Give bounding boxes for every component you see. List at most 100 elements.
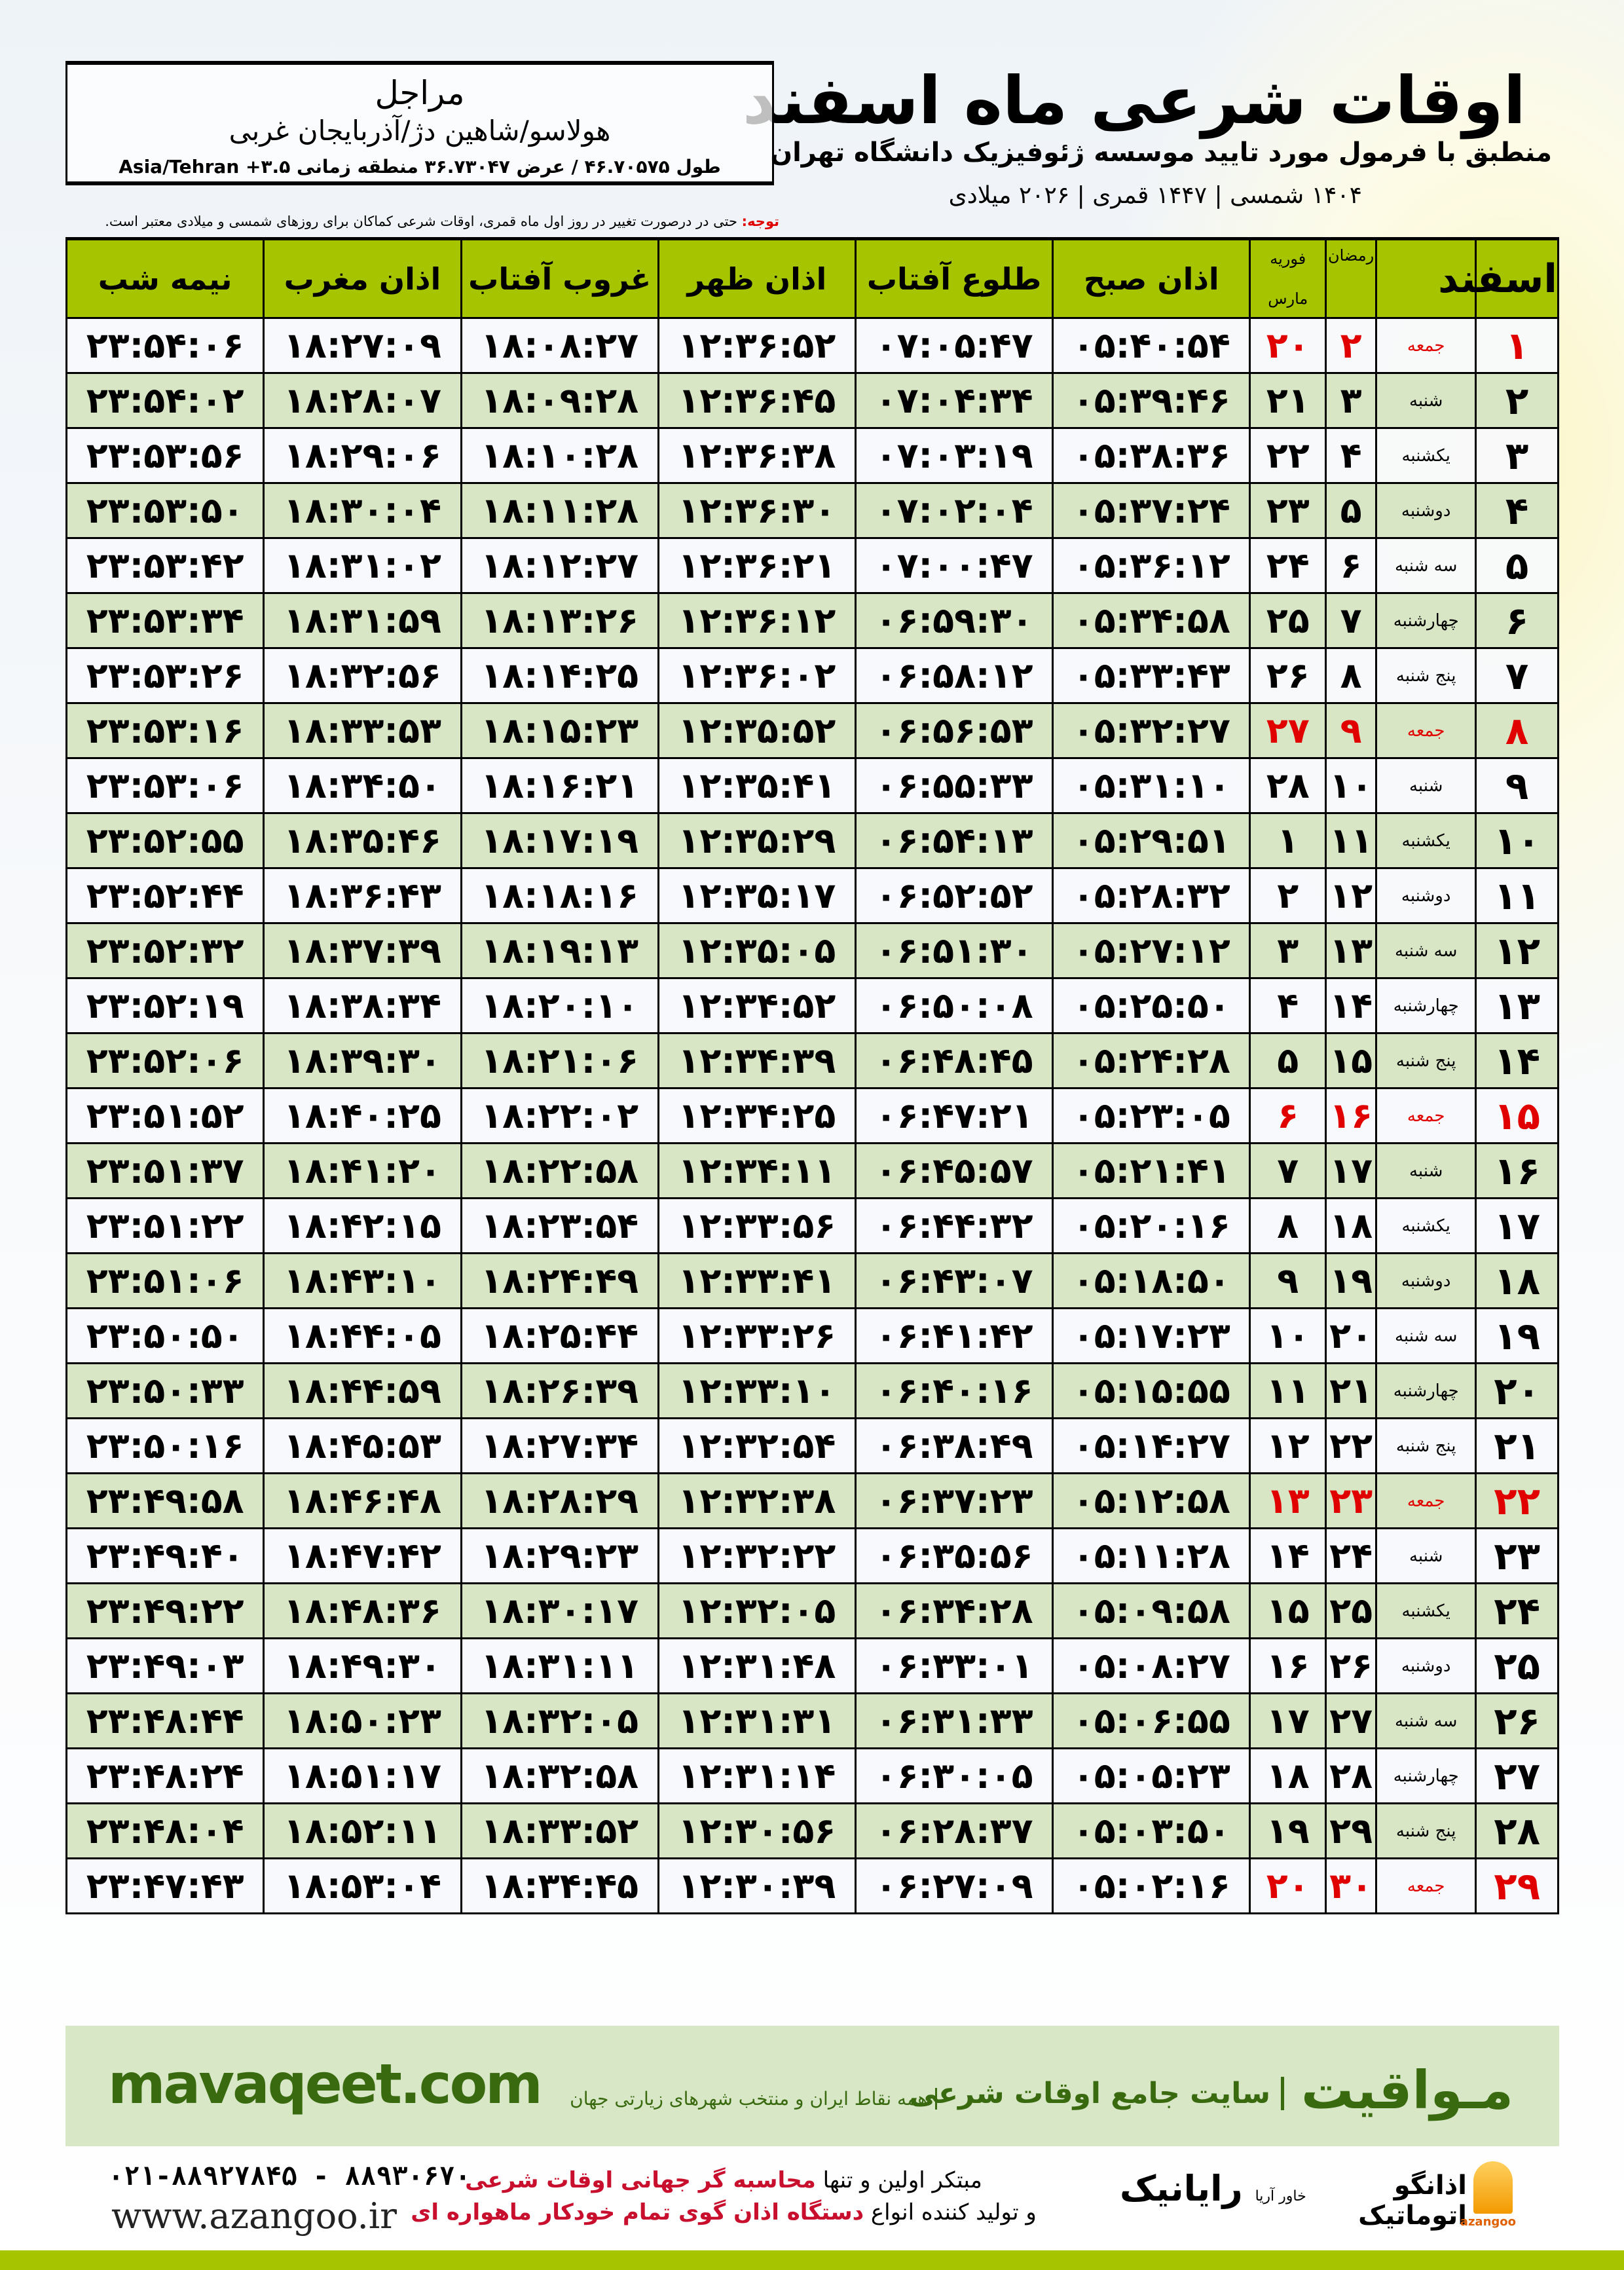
- day-number: ۲۷: [1475, 1747, 1559, 1804]
- sunrise-time: ۰۶:۵۶:۵۳: [854, 702, 1054, 759]
- day-number: ۷: [1475, 647, 1559, 704]
- ramadan-day: ۱۶: [1325, 1087, 1378, 1144]
- gregorian-day: ۱۵: [1249, 1582, 1327, 1639]
- midnight-time: ۲۳:۵۲:۰۶: [65, 1032, 265, 1089]
- header-feb: فوریه: [1270, 250, 1306, 269]
- mavaqeet-url[interactable]: mavaqeet.com: [108, 2052, 543, 2116]
- weekday: یکشنبه: [1375, 1197, 1477, 1254]
- gregorian-day: ۲: [1249, 867, 1327, 924]
- day-number: ۱۴: [1475, 1032, 1559, 1089]
- sunset-time: ۱۸:۱۸:۱۶: [460, 867, 659, 924]
- ramadan-day: ۱۵: [1325, 1032, 1378, 1089]
- mavaqeet-banner: مـواقیت سایت جامع اوقات شرعی همه نقاط ای…: [65, 2026, 1559, 2146]
- ramadan-day: ۳۰: [1325, 1857, 1378, 1914]
- dhuhr-time: ۱۲:۳۲:۵۴: [657, 1417, 857, 1474]
- sunset-time: ۱۸:۲۷:۳۴: [460, 1417, 659, 1474]
- table-header-row: اسفند رمضان فوریه مارس اذان صبح طلوع آفتا…: [65, 237, 1559, 319]
- table-row: ۲۳ شنبه ۲۴ ۱۴ ۰۵:۱۱:۲۸ ۰۶:۳۵:۵۶ ۱۲:۳۲:۲۲ ۱۸:۲۹:…: [65, 1527, 1559, 1584]
- sunrise-time: ۰۷:۰۲:۰۴: [854, 482, 1054, 539]
- maghrib-time: ۱۸:۴۵:۵۳: [263, 1417, 462, 1474]
- sunrise-time: ۰۶:۵۸:۱۲: [854, 647, 1054, 704]
- fajr-time: ۰۵:۱۴:۲۷: [1052, 1417, 1251, 1474]
- ramadan-day: ۱۳: [1325, 922, 1378, 979]
- maghrib-time: ۱۸:۳۷:۳۹: [263, 922, 462, 979]
- maghrib-time: ۱۸:۳۹:۳۰: [263, 1032, 462, 1089]
- midnight-time: ۲۳:۵۴:۰۶: [65, 317, 265, 374]
- day-number: ۲۹: [1475, 1857, 1559, 1914]
- day-number: ۸: [1475, 702, 1559, 759]
- sunrise-time: ۰۶:۵۹:۳۰: [854, 592, 1054, 649]
- mavaqeet-logo: مـواقیت: [1301, 2060, 1513, 2121]
- day-number: ۲۵: [1475, 1637, 1559, 1694]
- weekday: شنبه: [1375, 372, 1477, 429]
- day-number: ۲۸: [1475, 1802, 1559, 1859]
- weekday: جمعه: [1375, 317, 1477, 374]
- gregorian-day: ۱۶: [1249, 1637, 1327, 1694]
- weekday: جمعه: [1375, 1857, 1477, 1914]
- fajr-time: ۰۵:۳۶:۱۲: [1052, 537, 1251, 594]
- midnight-time: ۲۳:۵۱:۲۲: [65, 1197, 265, 1254]
- ramadan-day: ۱۰: [1325, 757, 1378, 814]
- gregorian-day: ۲۷: [1249, 702, 1327, 759]
- table-row: ۸ جمعه ۹ ۲۷ ۰۵:۳۲:۲۷ ۰۶:۵۶:۵۳ ۱۲:۳۵:۵۲ ۱۸:۱۵:۲۳…: [65, 702, 1559, 759]
- sunset-time: ۱۸:۲۴:۴۹: [460, 1252, 659, 1309]
- maghrib-time: ۱۸:۴۲:۱۵: [263, 1197, 462, 1254]
- maghrib-time: ۱۸:۳۵:۴۶: [263, 812, 462, 869]
- fajr-time: ۰۵:۰۶:۵۵: [1052, 1692, 1251, 1749]
- table-row: ۱۲ سه شنبه ۱۳ ۳ ۰۵:۲۷:۱۲ ۰۶:۵۱:۳۰ ۱۲:۳۵:۰۵ ۱۸:۱…: [65, 922, 1559, 979]
- sunrise-time: ۰۷:۰۴:۳۴: [854, 372, 1054, 429]
- promo-2a: و تولید کننده انواع: [864, 2199, 1037, 2226]
- gregorian-day: ۱: [1249, 812, 1327, 869]
- day-number: ۹: [1475, 757, 1559, 814]
- promo-2b: دستگاه اذان گوی تمام خودکار ماهواره ای: [411, 2199, 864, 2226]
- gregorian-day: ۱۴: [1249, 1527, 1327, 1584]
- sunset-time: ۱۸:۲۰:۱۰: [460, 977, 659, 1034]
- dhuhr-time: ۱۲:۳۲:۰۵: [657, 1582, 857, 1639]
- sunrise-time: ۰۶:۴۰:۱۶: [854, 1362, 1054, 1419]
- dhuhr-time: ۱۲:۳۴:۱۱: [657, 1142, 857, 1199]
- weekday: شنبه: [1375, 1527, 1477, 1584]
- table-row: ۶ چهارشنبه ۷ ۲۵ ۰۵:۳۴:۵۸ ۰۶:۵۹:۳۰ ۱۲:۳۶:۱۲ ۱۸:۱…: [65, 592, 1559, 649]
- weekday: چهارشنبه: [1375, 592, 1477, 649]
- azangoo-website[interactable]: www.azangoo.ir: [111, 2195, 397, 2237]
- table-row: ۷ پنج شنبه ۸ ۲۶ ۰۵:۳۳:۴۳ ۰۶:۵۸:۱۲ ۱۲:۳۶:۰۲ ۱۸:۱…: [65, 647, 1559, 704]
- note-label: توجه:: [741, 214, 779, 229]
- table-row: ۲۵ دوشنبه ۲۶ ۱۶ ۰۵:۰۸:۲۷ ۰۶:۳۳:۰۱ ۱۲:۳۱:۴۸ ۱۸:۳…: [65, 1637, 1559, 1694]
- dhuhr-time: ۱۲:۳۲:۲۲: [657, 1527, 857, 1584]
- table-row: ۱۹ سه شنبه ۲۰ ۱۰ ۰۵:۱۷:۲۳ ۰۶:۴۱:۴۲ ۱۲:۳۳:۲۶ ۱۸:…: [65, 1307, 1559, 1364]
- midnight-time: ۲۳:۵۰:۱۶: [65, 1417, 265, 1474]
- sunset-time: ۱۸:۱۲:۲۷: [460, 537, 659, 594]
- midnight-time: ۲۳:۵۰:۵۰: [65, 1307, 265, 1364]
- midnight-time: ۲۳:۴۹:۰۳: [65, 1637, 265, 1694]
- table-row: ۳ یکشنبه ۴ ۲۲ ۰۵:۳۸:۳۶ ۰۷:۰۳:۱۹ ۱۲:۳۶:۳۸ ۱۸:۱۰:…: [65, 427, 1559, 484]
- gregorian-day: ۲۵: [1249, 592, 1327, 649]
- ramadan-day: ۲۶: [1325, 1637, 1378, 1694]
- gregorian-day: ۸: [1249, 1197, 1327, 1254]
- midnight-time: ۲۳:۵۲:۱۹: [65, 977, 265, 1034]
- sunset-time: ۱۸:۱۷:۱۹: [460, 812, 659, 869]
- midnight-time: ۲۳:۵۳:۰۶: [65, 757, 265, 814]
- table-row: ۲۶ سه شنبه ۲۷ ۱۷ ۰۵:۰۶:۵۵ ۰۶:۳۱:۳۳ ۱۲:۳۱:۳۱ ۱۸:…: [65, 1692, 1559, 1749]
- dhuhr-time: ۱۲:۳۵:۲۹: [657, 812, 857, 869]
- day-number: ۲۳: [1475, 1527, 1559, 1584]
- dhuhr-time: ۱۲:۳۲:۳۸: [657, 1472, 857, 1529]
- midnight-time: ۲۳:۴۹:۲۲: [65, 1582, 265, 1639]
- day-number: ۲: [1475, 372, 1559, 429]
- location-box: مراجل هولاسو/شاهین دژ/آذربایجان غربی طول…: [65, 61, 774, 185]
- ramadan-day: ۲: [1325, 317, 1378, 374]
- phone-numbers: ۰۲۱-۸۸۹۲۷۸۴۵ - ۸۸۹۳۰۶۷۰: [108, 2161, 471, 2191]
- sunrise-time: ۰۶:۵۵:۳۳: [854, 757, 1054, 814]
- dhuhr-time: ۱۲:۳۳:۵۶: [657, 1197, 857, 1254]
- gregorian-day: ۱۳: [1249, 1472, 1327, 1529]
- sunset-time: ۱۸:۲۲:۰۲: [460, 1087, 659, 1144]
- ramadan-day: ۲۴: [1325, 1527, 1378, 1584]
- midnight-time: ۲۳:۵۲:۴۴: [65, 867, 265, 924]
- sunrise-time: ۰۶:۳۳:۰۱: [854, 1637, 1054, 1694]
- day-number: ۱: [1475, 317, 1559, 374]
- fajr-time: ۰۵:۴۰:۵۴: [1052, 317, 1251, 374]
- sunset-time: ۱۸:۱۵:۲۳: [460, 702, 659, 759]
- maghrib-time: ۱۸:۳۱:۵۹: [263, 592, 462, 649]
- weekday: چهارشنبه: [1375, 1747, 1477, 1804]
- page-subtitle: منطبق با فرمول مورد تایید موسسه ژئوفیزیک…: [769, 138, 1552, 168]
- maghrib-time: ۱۸:۴۷:۴۲: [263, 1527, 462, 1584]
